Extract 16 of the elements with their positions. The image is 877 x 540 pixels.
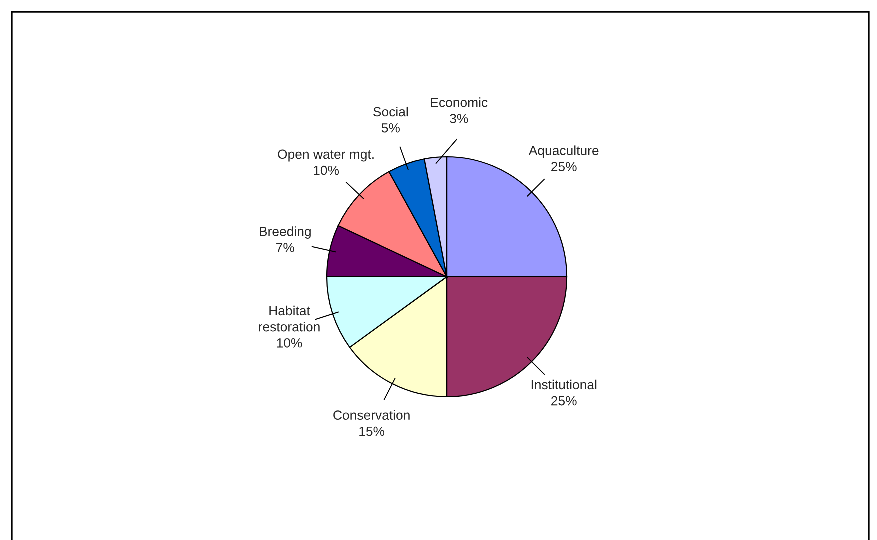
data-label: 7%: [276, 243, 294, 252]
slice-label: Social: [374, 106, 408, 117]
slice-label: Economic: [431, 98, 488, 108]
data-label: 15%: [360, 426, 385, 436]
slice-label: Breeding: [260, 226, 311, 239]
data-label: 10%: [314, 166, 340, 176]
data-label: 25%: [552, 162, 577, 172]
data-label: 5%: [382, 124, 400, 133]
data-label: 3%: [450, 114, 468, 124]
data-label: 10%: [277, 338, 302, 348]
slice-label: Conservation: [334, 410, 410, 420]
slice-label: Aquaculture: [528, 146, 599, 158]
slice-label: Habitat restoration: [259, 306, 320, 332]
slice-label: Institutional: [532, 380, 597, 390]
data-label: 25%: [552, 396, 577, 406]
slice-label: Open water mgt.: [278, 150, 374, 162]
